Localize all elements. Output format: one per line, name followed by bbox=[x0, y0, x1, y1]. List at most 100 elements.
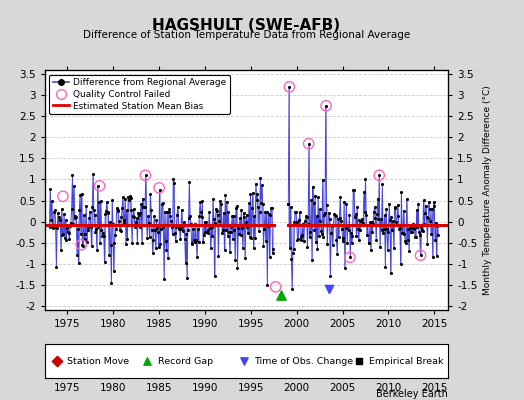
Point bbox=[215, 218, 223, 225]
Point bbox=[150, 213, 158, 220]
Point bbox=[183, 275, 191, 281]
Point bbox=[157, 226, 165, 232]
Point bbox=[208, 232, 216, 239]
Point bbox=[237, 207, 246, 214]
Point bbox=[345, 212, 354, 218]
Point bbox=[321, 210, 329, 216]
Point bbox=[222, 227, 230, 233]
Point bbox=[214, 252, 223, 259]
Point bbox=[205, 208, 213, 215]
Point bbox=[109, 221, 117, 228]
Point bbox=[401, 238, 409, 244]
Point bbox=[123, 236, 132, 242]
Point bbox=[356, 227, 364, 234]
Point bbox=[426, 218, 434, 224]
Point bbox=[57, 247, 65, 254]
Point bbox=[113, 207, 122, 213]
Point bbox=[128, 213, 137, 219]
Point bbox=[408, 229, 416, 236]
Point bbox=[379, 230, 387, 237]
Point bbox=[305, 140, 313, 147]
Point bbox=[163, 209, 171, 215]
Point bbox=[88, 204, 96, 210]
Point bbox=[167, 218, 175, 224]
Point bbox=[325, 286, 333, 292]
Point bbox=[180, 219, 188, 225]
Point bbox=[66, 222, 74, 229]
Point bbox=[423, 240, 432, 247]
Text: Station Move: Station Move bbox=[67, 356, 129, 366]
Point bbox=[333, 250, 342, 257]
Point bbox=[71, 213, 80, 220]
Point bbox=[213, 212, 222, 218]
Point bbox=[68, 205, 76, 212]
Point bbox=[240, 214, 248, 220]
Point bbox=[193, 226, 202, 232]
Point bbox=[100, 232, 108, 239]
Point bbox=[331, 212, 339, 218]
Point bbox=[332, 237, 341, 244]
Point bbox=[231, 257, 239, 263]
Point bbox=[80, 212, 88, 218]
Point bbox=[416, 232, 424, 238]
Point bbox=[287, 255, 296, 262]
Point bbox=[352, 211, 360, 217]
Point bbox=[326, 273, 334, 280]
Point bbox=[202, 219, 210, 226]
Point bbox=[190, 237, 198, 244]
Point bbox=[332, 212, 340, 219]
Point bbox=[247, 234, 255, 241]
Point bbox=[165, 209, 173, 216]
Point bbox=[366, 219, 374, 226]
Point bbox=[88, 243, 96, 249]
Point bbox=[395, 226, 403, 233]
Point bbox=[337, 218, 345, 224]
Point bbox=[219, 227, 227, 234]
Point bbox=[297, 234, 305, 240]
Point bbox=[263, 282, 271, 288]
Point bbox=[233, 203, 241, 209]
Point bbox=[67, 220, 75, 226]
Point bbox=[203, 226, 212, 233]
Point bbox=[91, 228, 100, 235]
Point bbox=[334, 234, 343, 240]
Point bbox=[151, 226, 159, 233]
Point bbox=[110, 268, 118, 274]
Point bbox=[381, 264, 389, 270]
Point bbox=[355, 217, 364, 224]
Point bbox=[181, 236, 189, 242]
Point bbox=[346, 254, 354, 260]
Point bbox=[405, 248, 413, 254]
Point bbox=[146, 191, 155, 197]
Point bbox=[216, 222, 225, 228]
Point bbox=[342, 200, 351, 207]
Point bbox=[322, 102, 330, 109]
Text: 1985: 1985 bbox=[146, 383, 172, 393]
Point bbox=[139, 204, 148, 210]
Point bbox=[162, 246, 171, 253]
Point bbox=[244, 230, 253, 237]
Point bbox=[422, 202, 430, 209]
Point bbox=[103, 199, 111, 206]
Point bbox=[186, 212, 194, 219]
Point bbox=[418, 227, 426, 233]
Point bbox=[300, 222, 309, 228]
Point bbox=[208, 224, 216, 230]
Point bbox=[196, 208, 205, 215]
Point bbox=[382, 206, 390, 212]
Point bbox=[149, 236, 158, 243]
Point bbox=[315, 233, 323, 239]
Point bbox=[143, 235, 151, 241]
Point bbox=[341, 265, 349, 271]
Point bbox=[102, 208, 110, 214]
Point bbox=[111, 232, 119, 238]
Point bbox=[220, 210, 228, 216]
Point bbox=[425, 199, 433, 205]
Point bbox=[352, 233, 361, 239]
Point bbox=[144, 213, 152, 219]
Point bbox=[54, 221, 63, 228]
Point bbox=[289, 246, 298, 253]
Point bbox=[316, 218, 324, 224]
Point bbox=[225, 229, 233, 236]
Point bbox=[188, 241, 196, 248]
